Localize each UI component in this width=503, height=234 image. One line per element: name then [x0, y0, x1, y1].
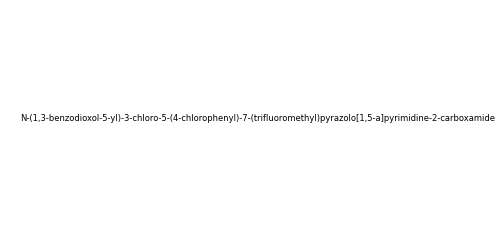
Text: N-(1,3-benzodioxol-5-yl)-3-chloro-5-(4-chlorophenyl)-7-(trifluoromethyl)pyrazolo: N-(1,3-benzodioxol-5-yl)-3-chloro-5-(4-c… [20, 114, 495, 123]
